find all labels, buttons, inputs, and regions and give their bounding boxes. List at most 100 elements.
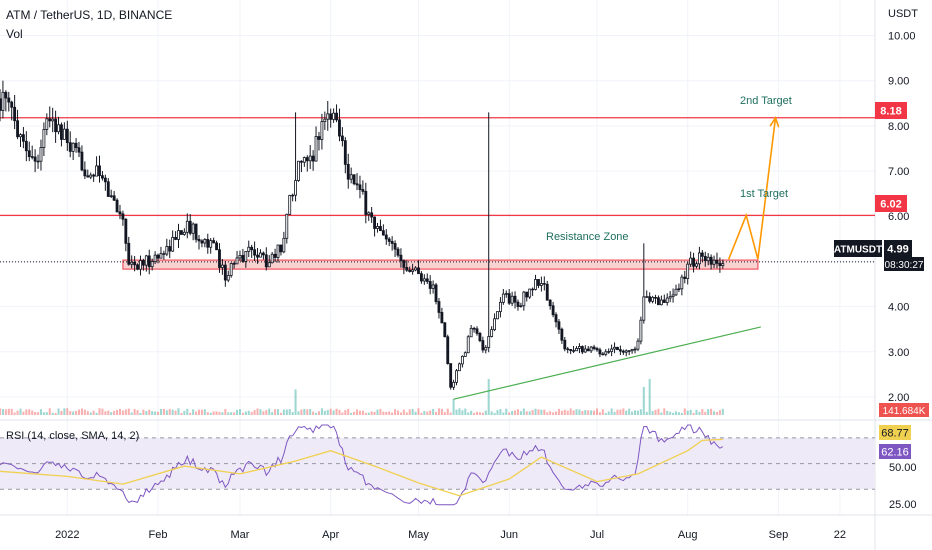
candle-body <box>13 106 17 122</box>
candle-body <box>414 267 417 271</box>
resistance-zone-rect[interactable] <box>122 259 759 270</box>
candle <box>7 91 11 112</box>
candle-body <box>250 246 254 251</box>
candle <box>171 230 175 252</box>
candle-body <box>153 254 157 263</box>
candle <box>24 131 28 162</box>
candle <box>115 198 119 213</box>
candle-body <box>648 296 652 302</box>
support-trendline[interactable] <box>453 326 762 400</box>
candle <box>238 250 242 261</box>
candle <box>642 243 646 324</box>
rsi-sma-line <box>0 438 723 497</box>
candle <box>279 244 283 256</box>
candle-body <box>613 346 616 350</box>
volume-bar <box>1 409 4 415</box>
volume-bar <box>353 411 356 415</box>
candle-body <box>604 351 608 355</box>
candle-body <box>282 237 286 253</box>
volume-bar <box>695 409 698 415</box>
candle <box>185 213 189 239</box>
candle-body <box>411 269 415 272</box>
candle-body <box>206 239 210 248</box>
volume-bar <box>440 408 443 415</box>
resistance-zone-label: Resistance Zone <box>546 231 629 243</box>
volume-bar <box>215 411 218 415</box>
volume-bar <box>151 411 154 415</box>
candle-body <box>171 236 175 252</box>
candle <box>443 321 447 338</box>
candle <box>381 224 385 236</box>
candle-body <box>308 155 312 162</box>
candle-body <box>504 293 508 295</box>
candle-body <box>19 134 22 138</box>
volume-bar <box>379 408 382 415</box>
candle-body <box>10 101 14 108</box>
candle <box>601 351 605 356</box>
candle <box>83 161 87 179</box>
candle-body <box>668 296 672 299</box>
volume-bar <box>177 408 180 415</box>
candle <box>317 131 321 151</box>
projection-path[interactable] <box>727 115 780 260</box>
volume-bar <box>241 412 244 415</box>
candle-body <box>51 118 55 122</box>
volume-bar <box>519 411 522 415</box>
candle-body <box>177 230 180 240</box>
candle <box>484 345 488 354</box>
volume-bar <box>303 408 306 415</box>
candle <box>618 345 622 355</box>
candle-body <box>674 288 678 296</box>
price-unit-label: USDT <box>888 8 918 20</box>
volume-bar <box>136 410 139 415</box>
volume-bar <box>549 411 552 415</box>
resistance-zone[interactable] <box>122 259 759 270</box>
volume-bar <box>598 412 601 415</box>
candle <box>74 138 78 153</box>
symbol-badge-label: ATMUSDT <box>834 245 882 256</box>
candle-body <box>42 129 46 148</box>
volume-bar <box>449 412 452 415</box>
candle-body <box>460 356 464 365</box>
candle <box>621 349 625 355</box>
time-tick-label: Jun <box>500 529 518 541</box>
candle-body <box>469 327 473 338</box>
volume-bar <box>271 412 274 415</box>
candle <box>197 234 201 250</box>
target2-badge <box>875 102 907 119</box>
volume-bar <box>294 389 297 415</box>
target-levels[interactable] <box>0 117 875 263</box>
candle-body <box>4 91 8 99</box>
candle-body <box>109 195 113 197</box>
candle <box>147 249 151 275</box>
candle <box>595 346 599 352</box>
candle <box>16 109 19 140</box>
volume-bar <box>396 410 400 415</box>
candle <box>297 160 300 182</box>
trendline-line[interactable] <box>453 326 762 400</box>
volume-bar <box>282 409 285 415</box>
candle-body <box>141 260 145 266</box>
candle-body <box>490 329 494 337</box>
candle-body <box>232 263 236 265</box>
candle-body <box>645 296 649 298</box>
candle <box>127 236 131 266</box>
volume-bar <box>663 408 666 415</box>
volume-bar <box>399 412 402 415</box>
candle-body <box>554 314 558 323</box>
volume-bar <box>233 412 236 415</box>
volume-bar <box>98 408 101 415</box>
candle <box>30 145 34 160</box>
candle <box>639 316 643 345</box>
candle <box>414 266 417 272</box>
candle <box>633 346 637 354</box>
candle <box>36 154 40 169</box>
price-tick-label: 10.00 <box>888 31 916 43</box>
candle-body <box>642 296 646 321</box>
candle-body <box>220 264 224 268</box>
volume-bar <box>543 409 546 415</box>
candle <box>422 274 426 285</box>
projection-line[interactable] <box>727 117 777 260</box>
candle <box>390 236 394 251</box>
